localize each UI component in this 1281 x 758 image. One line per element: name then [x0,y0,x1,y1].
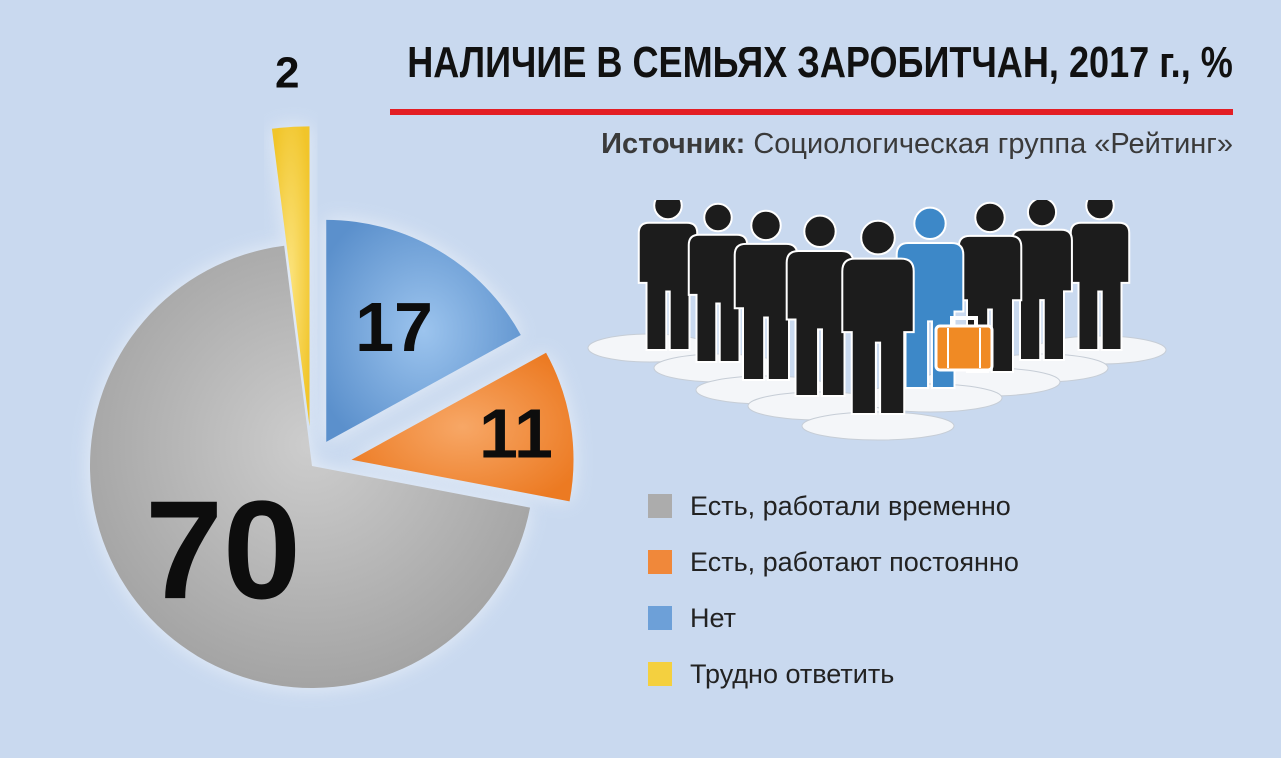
source-label: Источник: [601,128,746,160]
title-underline [390,109,1233,115]
person-icon [841,219,915,415]
pie-slice-есть-работали-временно [90,245,531,688]
person-icon [785,214,855,397]
legend-label: Есть, работают постоянно [690,546,1019,577]
pie-value-label-есть-работали-временно: 70 [145,471,301,628]
person-icon [733,209,799,381]
chart-legend: Есть, работали временно Есть, работают по… [648,478,1019,702]
person-icon [1069,200,1131,351]
legend-swatch [648,550,672,574]
legend-swatch [648,606,672,630]
crowd-of-people-icon [587,200,1167,441]
person-icon [637,200,699,351]
source-text: Социологическая группа «Рейтинг» [753,128,1233,160]
pie-value-label-трудно-ответить: 2 [275,49,299,98]
pie-slice-трудно-ответить [271,126,310,427]
pie-chart: 17 11 70 2 [90,49,574,688]
person-icon [1011,200,1073,361]
legend-item: Есть, работают постоянно [648,534,1019,590]
pie-slice-есть-работают-постоянно [351,352,574,502]
person-icon [687,202,749,363]
suitcase-icon [934,316,994,372]
chart-title: НАЛИЧИЕ В СЕМЬЯХ ЗАРОБИТЧАН, 2017 г., % [407,38,1233,87]
pie-value-label-нет: 17 [355,288,433,366]
pie-value-label-есть-работают-постоянно: 11 [479,395,553,473]
legend-label: Есть, работали временно [690,490,1011,521]
legend-item: Нет [648,590,1019,646]
legend-item: Есть, работали временно [648,478,1019,534]
legend-label: Трудно ответить [690,658,895,689]
legend-label: Нет [690,602,736,633]
pie-slice-нет [326,219,521,442]
legend-swatch [648,662,672,686]
legend-item: Трудно ответить [648,646,1019,702]
floor-disc [801,411,955,441]
legend-swatch [648,494,672,518]
source-line: Источник: Социологическая группа «Рейтин… [601,128,1233,161]
